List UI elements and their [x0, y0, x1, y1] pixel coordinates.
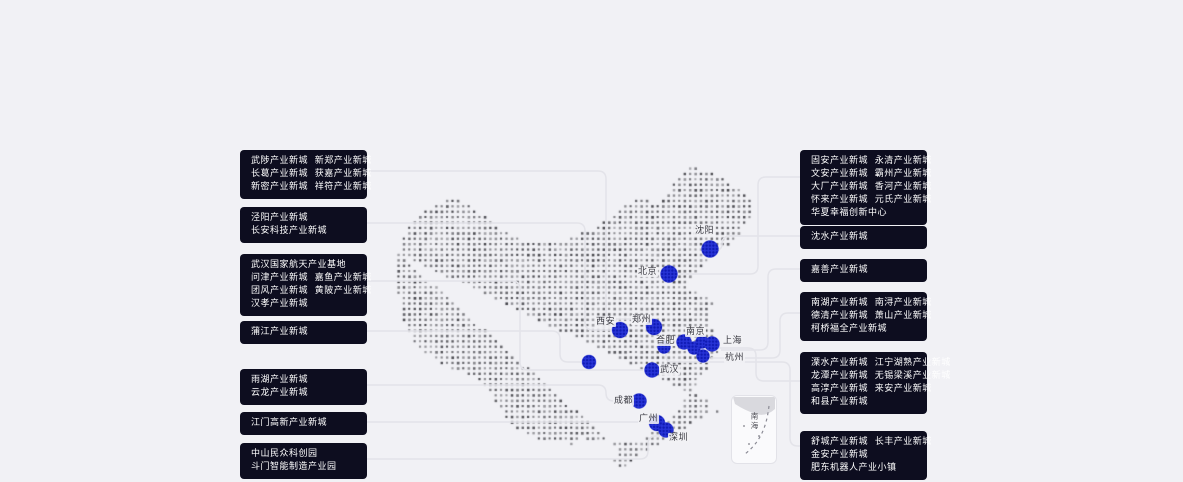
inset-landmass — [733, 397, 775, 415]
city-label-6: 上海 — [722, 336, 744, 346]
city-label-2: 西安 — [595, 317, 617, 327]
connector-line-8 — [715, 235, 800, 251]
panel-line: 斗门智能制造产业园 — [251, 462, 337, 472]
connector-line-1 — [367, 222, 611, 331]
city-cluster-marker-0[interactable] — [701, 240, 719, 258]
south-china-sea-label: 南海 — [750, 412, 759, 431]
panel-line: 问津产业新城 嘉鱼产业新城 — [251, 273, 372, 283]
left-region-panel-1[interactable]: 泾阳产业新城长安科技产业新城 — [240, 207, 367, 243]
panel-line: 武陟产业新城 新郑产业新城 — [251, 156, 372, 166]
south-china-sea-inset: 南海 — [731, 395, 777, 464]
city-label-7: 杭州 — [724, 353, 746, 363]
connector-line-6 — [367, 435, 660, 460]
left-region-panel-2[interactable]: 武汉国家航天产业基地问津产业新城 嘉鱼产业新城 团风产业新城 黄陂产业新城 汉孝产业… — [240, 254, 372, 316]
city-cluster-marker-12[interactable] — [696, 349, 710, 363]
connector-line-12 — [665, 354, 800, 447]
left-region-panel-0[interactable]: 武陟产业新城 新郑产业新城 长葛产业新城 获嘉产业新城 新密产业新城 祥符产业新城 — [240, 150, 372, 199]
panel-line: 南湖产业新城 南浔产业新城 — [811, 298, 932, 308]
panel-line: 金安产业新城 — [811, 450, 869, 460]
panel-line: 柯桥福全产业新城 — [811, 324, 888, 334]
panel-line: 和县产业新城 — [811, 397, 869, 407]
panel-line: 固安产业新城 永清产业新城 — [811, 156, 932, 166]
panel-line: 高淳产业新城 来安产业新城 — [811, 384, 932, 394]
panel-line: 江门高新产业新城 — [251, 418, 328, 428]
city-cluster-marker-6[interactable] — [631, 393, 647, 409]
connector-line-9 — [721, 268, 800, 351]
left-region-panel-6[interactable]: 中山民众科创园斗门智能制造产业园 — [240, 443, 367, 479]
panel-line: 嘉善产业新城 — [811, 265, 869, 275]
panel-line: 雨湖产业新城 — [251, 375, 309, 385]
panel-line: 文安产业新城 霸州产业新城 — [811, 169, 932, 179]
city-label-0: 沈阳 — [694, 226, 716, 236]
city-cluster-marker-11[interactable] — [704, 336, 720, 352]
connector-line-0 — [367, 170, 645, 320]
panel-line: 龙潭产业新城 无锡梁溪产业新城 — [811, 371, 951, 381]
panel-line: 长安科技产业新城 — [251, 226, 328, 236]
city-label-4: 合肥 — [655, 336, 677, 346]
panel-line: 华夏幸福创新中心 — [811, 208, 888, 218]
city-cluster-marker-1[interactable] — [660, 265, 678, 283]
panel-line: 肥东机器人产业小镇 — [811, 463, 897, 473]
city-label-8: 武汉 — [659, 365, 681, 375]
panel-line: 溧水产业新城 江宁湖熟产业新城 — [811, 358, 951, 368]
right-region-panel-4[interactable]: 溧水产业新城 江宁湖熟产业新城 龙潭产业新城 无锡梁溪产业新城 高淳产业新城 来安产… — [800, 352, 951, 414]
city-cluster-marker-5[interactable] — [644, 362, 660, 378]
connector-line-10 — [711, 312, 800, 359]
panel-line: 舒城产业新城 长丰产业新城 — [811, 437, 932, 447]
connector-line-3 — [367, 330, 581, 363]
panel-line: 泾阳产业新城 — [251, 213, 309, 223]
panel-line: 大厂产业新城 香河产业新城 — [811, 182, 932, 192]
panel-line: 新密产业新城 祥符产业新城 — [251, 182, 372, 192]
right-region-panel-2[interactable]: 嘉善产业新城 — [800, 259, 927, 282]
city-label-3: 郑州 — [631, 315, 653, 325]
connector-line-2 — [367, 280, 643, 371]
panel-line: 云龙产业新城 — [251, 388, 309, 398]
connector-line-11 — [709, 347, 800, 382]
panel-line: 沈水产业新城 — [811, 232, 869, 242]
left-region-panel-5[interactable]: 江门高新产业新城 — [240, 412, 367, 435]
connector-line-7 — [679, 176, 800, 275]
city-label-11: 深圳 — [668, 433, 690, 443]
right-region-panel-1[interactable]: 沈水产业新城 — [800, 226, 927, 249]
city-label-10: 广州 — [638, 414, 660, 424]
panel-line: 蒲江产业新城 — [251, 327, 309, 337]
panel-line: 武汉国家航天产业基地 — [251, 260, 347, 270]
left-region-panel-3[interactable]: 蒲江产业新城 — [240, 321, 367, 344]
panel-line: 怀来产业新城 元氏产业新城 — [811, 195, 932, 205]
panel-line: 汉孝产业新城 — [251, 299, 309, 309]
panel-line: 长葛产业新城 获嘉产业新城 — [251, 169, 372, 179]
city-label-5: 南京 — [685, 327, 707, 337]
city-cluster-marker-4[interactable] — [582, 355, 596, 369]
panel-line: 团风产业新城 黄陂产业新城 — [251, 286, 372, 296]
connector-line-4 — [367, 384, 630, 402]
left-region-panel-4[interactable]: 雨湖产业新城 云龙产业新城 — [240, 369, 367, 405]
panel-line: 中山民众科创园 — [251, 449, 318, 459]
right-region-panel-5[interactable]: 舒城产业新城 长丰产业新城 金安产业新城肥东机器人产业小镇 — [800, 431, 932, 480]
south-china-sea-graphic — [733, 397, 775, 455]
right-region-panel-0[interactable]: 固安产业新城 永清产业新城 文安产业新城 霸州产业新城 大厂产业新城 香河产业新城怀… — [800, 150, 932, 225]
city-label-1: 北京 — [637, 267, 659, 277]
right-region-panel-3[interactable]: 南湖产业新城 南浔产业新城 德清产业新城 萧山产业新城 柯桥福全产业新城 — [800, 292, 932, 341]
city-label-9: 成都 — [613, 396, 635, 406]
panel-line: 德清产业新城 萧山产业新城 — [811, 311, 932, 321]
